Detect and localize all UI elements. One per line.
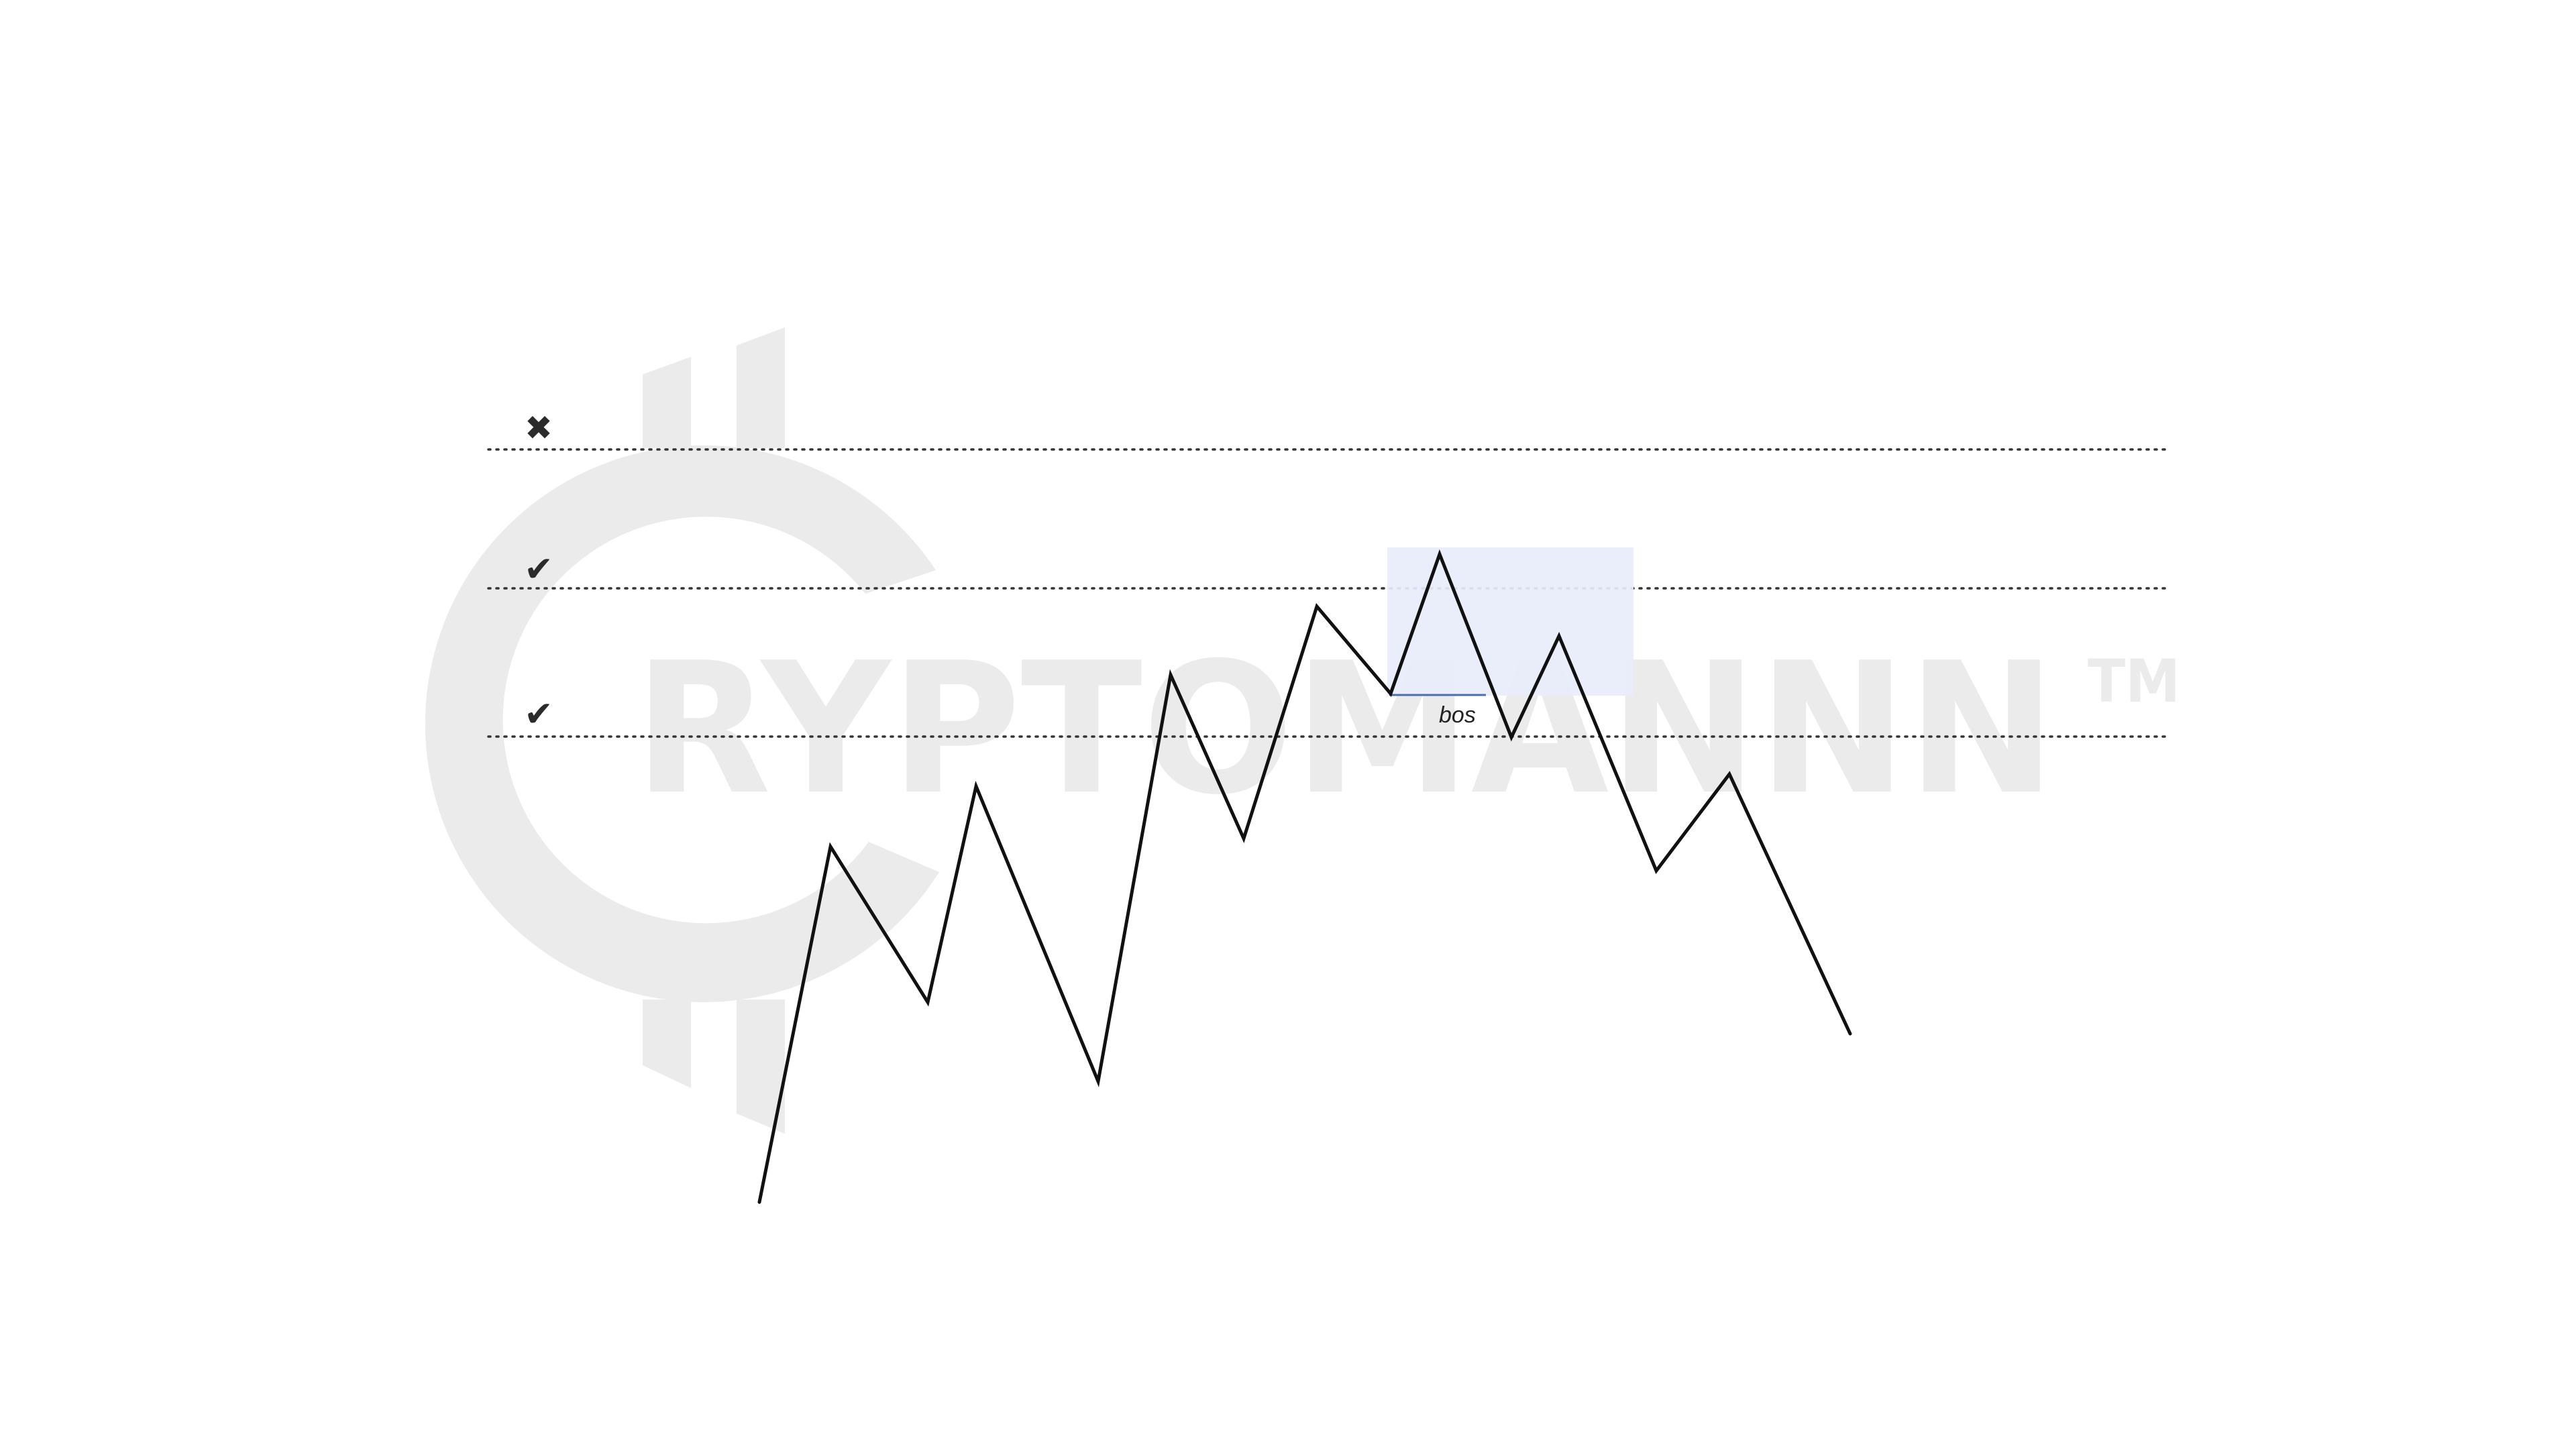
check-icon: ✔	[524, 694, 553, 735]
watermark-bar-bottom-left	[643, 1000, 691, 1088]
cross-icon: ✖	[525, 409, 553, 447]
bos-label: bos	[1439, 702, 1476, 728]
watermark-bar-top-left	[643, 357, 691, 448]
check-icon: ✔	[524, 549, 553, 590]
level-markers: ✖ ✔ ✔	[524, 409, 553, 735]
order-block-zone	[1387, 547, 1633, 696]
watermark-bar-bottom-right	[737, 1000, 785, 1134]
watermark-bar-top-right	[737, 327, 785, 448]
watermark-logo: RYPTOMANNN TM	[425, 327, 2180, 1134]
watermark-text: RYPTOMANNN	[634, 623, 2056, 835]
price-levels	[487, 448, 2167, 738]
price-path	[757, 549, 1852, 1204]
watermark-c-ring	[425, 445, 939, 1002]
watermark-trademark: TM	[2088, 647, 2180, 716]
